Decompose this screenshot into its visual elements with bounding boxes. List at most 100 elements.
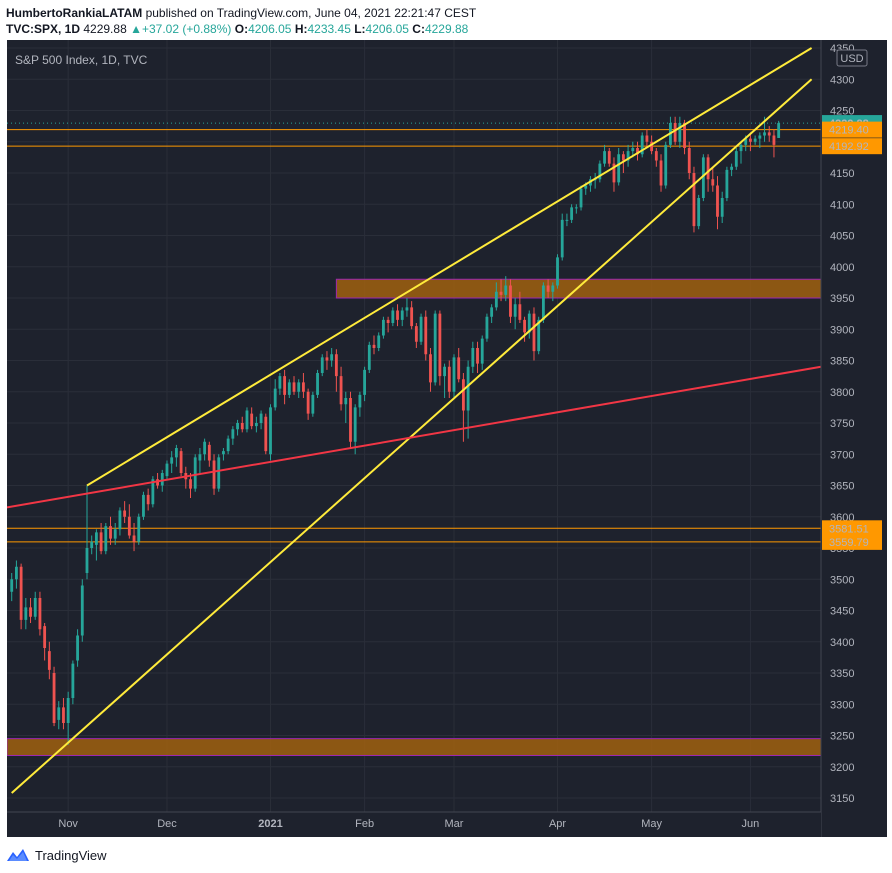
candle-body: [476, 348, 479, 364]
candle-body: [749, 138, 752, 142]
candle-body: [43, 626, 47, 648]
candle-body: [452, 357, 456, 392]
x-tick-label: Apr: [549, 818, 566, 830]
candle-body: [443, 366, 446, 377]
candle-body: [104, 526, 108, 552]
candle-body: [424, 316, 428, 355]
candle-body: [687, 148, 691, 173]
candle-body: [226, 438, 230, 452]
candle-body: [217, 457, 221, 489]
trendline: [86, 47, 813, 487]
zone-rectangle: [335, 278, 822, 299]
candle-body: [33, 598, 37, 617]
low-label: L:: [354, 22, 366, 36]
publish-info: HumbertoRankiaLATAM published on Trading…: [6, 6, 476, 20]
candle-body: [99, 532, 103, 552]
candle-body: [640, 135, 644, 155]
candle-body: [250, 413, 254, 427]
candle-body: [10, 579, 14, 592]
candle-body: [302, 382, 305, 392]
candle-body: [720, 198, 724, 217]
zone-rectangle: [7, 738, 822, 756]
candle-body: [429, 354, 432, 383]
candle-body: [76, 635, 79, 661]
chart-area[interactable]: 3150320032503300335034003450350035503600…: [7, 40, 887, 837]
candle-body: [142, 494, 145, 517]
candle-body: [701, 157, 705, 198]
candle-body: [94, 532, 98, 545]
candle-body: [90, 541, 94, 548]
candle-body: [19, 566, 23, 620]
candle-body: [527, 313, 531, 333]
y-tick-label: 3850: [830, 356, 854, 368]
candle-body: [189, 479, 192, 489]
candle-body: [339, 376, 343, 405]
candle-body: [66, 698, 70, 723]
author-name[interactable]: HumbertoRankiaLATAM: [6, 6, 143, 20]
candle-body: [556, 257, 559, 286]
candle-body: [664, 144, 668, 186]
candle-body: [438, 313, 442, 377]
candle-body: [490, 307, 494, 317]
candle-body: [137, 516, 141, 542]
candle-body: [118, 510, 122, 530]
candle-body: [725, 169, 729, 198]
candle-body: [377, 335, 381, 348]
x-tick-label: Dec: [157, 818, 177, 830]
candle-body: [692, 173, 696, 227]
y-tick-label: 3350: [830, 668, 854, 680]
candle-body: [570, 207, 574, 220]
candle-body: [673, 123, 677, 142]
low-value: 4206.05: [365, 22, 409, 36]
candle-body: [574, 207, 578, 209]
y-tick-label: 3250: [830, 731, 854, 743]
high-value: 4233.45: [307, 22, 351, 36]
close-label: C:: [412, 22, 425, 36]
candle-body: [85, 548, 89, 573]
candle-body: [537, 319, 541, 352]
candle-body: [697, 198, 701, 227]
candle-body: [311, 394, 315, 414]
candle-body: [203, 441, 207, 455]
price-badge-label: 3581.51: [829, 523, 869, 535]
y-tick-label: 4050: [830, 231, 854, 243]
candle-body: [711, 179, 715, 186]
candle-body: [170, 457, 174, 464]
price-badge: [822, 520, 882, 537]
y-tick-label: 4100: [830, 199, 854, 211]
y-tick-label: 3750: [830, 418, 854, 430]
open-value: 4206.05: [248, 22, 292, 36]
candle-body: [654, 151, 658, 161]
candle-body: [730, 166, 734, 170]
candle-body: [621, 154, 625, 161]
candle-body: [80, 585, 84, 636]
candle-body: [151, 479, 155, 505]
candle-body: [400, 310, 404, 320]
time-axis: [7, 812, 821, 837]
brand[interactable]: TradingView: [6, 847, 107, 863]
candle-body: [551, 285, 555, 292]
candle-body: [772, 135, 776, 145]
y-tick-label: 3300: [830, 699, 854, 711]
candle-body: [325, 357, 329, 361]
candle-body: [146, 494, 150, 505]
change-value: +37.02 (+0.88%): [141, 22, 232, 36]
candle-body: [269, 407, 272, 455]
candle-body: [174, 448, 178, 458]
candlestick-chart[interactable]: 3150320032503300335034003450350035503600…: [7, 40, 887, 837]
candle-body: [461, 379, 465, 411]
ohlc-info: TVC:SPX, 1D 4229.88 ▲+37.02 (+0.88%) O:4…: [6, 22, 468, 36]
candle-body: [179, 451, 183, 473]
candle-body: [678, 123, 682, 142]
price-badge: [822, 121, 882, 138]
candle-body: [433, 313, 437, 383]
candle-body: [358, 394, 362, 408]
candle-body: [38, 598, 42, 630]
candle-body: [626, 151, 630, 161]
y-tick-label: 4250: [830, 106, 854, 118]
candle-body: [565, 219, 569, 221]
candle-body: [123, 510, 127, 517]
candle-body: [612, 163, 616, 183]
candle-body: [165, 463, 169, 477]
candle-body: [631, 148, 635, 152]
